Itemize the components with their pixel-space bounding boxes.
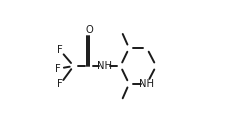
Text: NH: NH: [139, 79, 154, 89]
Text: F: F: [55, 64, 61, 74]
Text: O: O: [86, 25, 93, 35]
Text: NH: NH: [97, 61, 112, 71]
Text: F: F: [57, 45, 63, 55]
Text: F: F: [57, 79, 63, 89]
